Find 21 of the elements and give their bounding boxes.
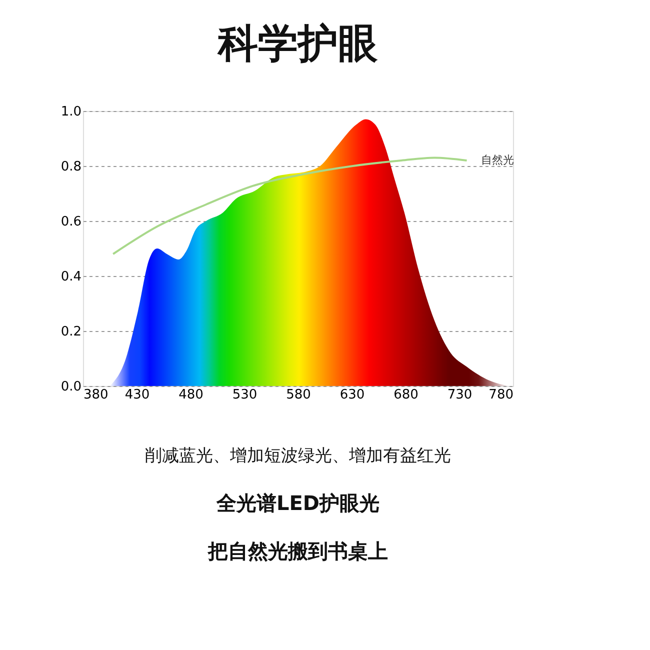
y-tick-label: 0.4 bbox=[60, 270, 82, 284]
x-tick-label: 730 bbox=[447, 388, 472, 402]
chart-title: 科学护眼 bbox=[217, 21, 378, 67]
x-tick-label: 630 bbox=[340, 388, 365, 402]
x-tick-label: 530 bbox=[232, 388, 258, 402]
x-tick-label: 680 bbox=[394, 388, 418, 402]
x-tick-label: 380 bbox=[84, 388, 108, 402]
x-tick-label: 430 bbox=[124, 388, 150, 402]
y-tick-label: 0.6 bbox=[60, 214, 82, 230]
y-tick-label: 0.8 bbox=[60, 160, 82, 174]
y-tick-label: 0.0 bbox=[60, 380, 82, 394]
x-tick-label: 780 bbox=[488, 388, 514, 402]
text: 把自然光搬到书桌上 bbox=[207, 539, 388, 563]
x-tick-label: 480 bbox=[178, 388, 204, 402]
text: 全光谱LED护眼光 bbox=[215, 491, 380, 515]
series-label: 自然光 bbox=[480, 154, 514, 166]
line-series bbox=[112, 156, 468, 255]
y-tick-label: 1.0 bbox=[60, 104, 82, 120]
y-tick-label: 0.2 bbox=[60, 324, 82, 340]
text: 削减蓝光、增加短波绿光、增加有益红光 bbox=[145, 446, 451, 466]
x-tick-label: 580 bbox=[286, 388, 311, 402]
